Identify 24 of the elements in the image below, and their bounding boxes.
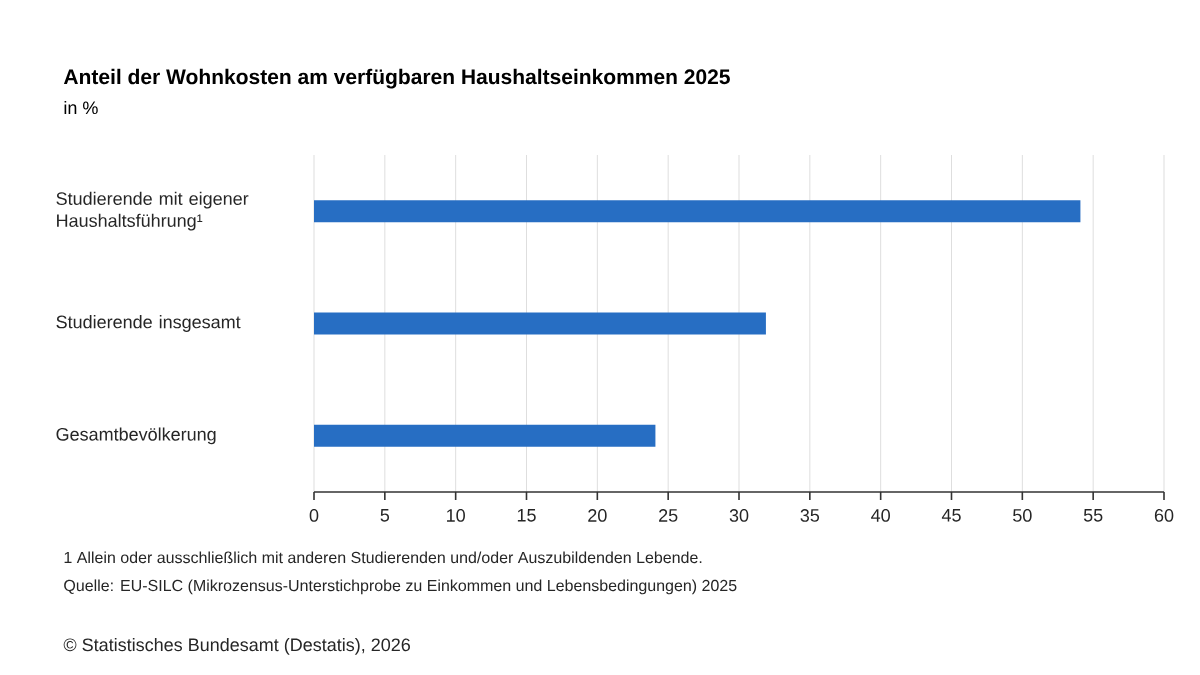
x-tick-label: 15: [517, 509, 536, 522]
x-tick-label: 5: [380, 509, 390, 522]
x-tick-label: 60: [1154, 509, 1174, 522]
x-tick-label: 10: [447, 509, 465, 522]
text: in %: [64, 100, 98, 115]
bar: [314, 424, 656, 447]
chart-title: Anteil der Wohnkosten am verfügbaren Haushaltseinkommen 2025: [63, 68, 730, 89]
x-tick-label: 35: [800, 509, 820, 522]
y-tick-label: Studierende insgesamt: [56, 315, 241, 332]
x-tick-label: 55: [1083, 509, 1103, 522]
text: 1 Allein oder ausschließlich mit anderen Studierenden und/oder Auszubildenden Lebende.: [64, 551, 702, 564]
x-tick-label: 30: [729, 509, 749, 522]
bar: [314, 312, 766, 335]
y-tick-label: Gesamtbevölkerung: [56, 427, 216, 445]
x-tick-label: 40: [871, 509, 890, 522]
x-tick-label: 20: [588, 509, 607, 522]
text: © Statistisches Bundesamt (Destatis), 2026: [63, 637, 410, 655]
x-tick-label: 0: [309, 509, 319, 522]
bar: [314, 200, 1081, 223]
x-tick-label: 45: [941, 509, 961, 522]
y-tick-label: Studierende mit eigener Haushaltsführung¹: [56, 191, 249, 231]
x-tick-label: 50: [1013, 509, 1032, 522]
x-tick-label: 25: [659, 509, 678, 522]
source-note: Quelle: EU-SILC (Mikrozensus-Unterstichprobe zu Einkommen und Lebensbedingungen) 2025: [64, 579, 737, 595]
